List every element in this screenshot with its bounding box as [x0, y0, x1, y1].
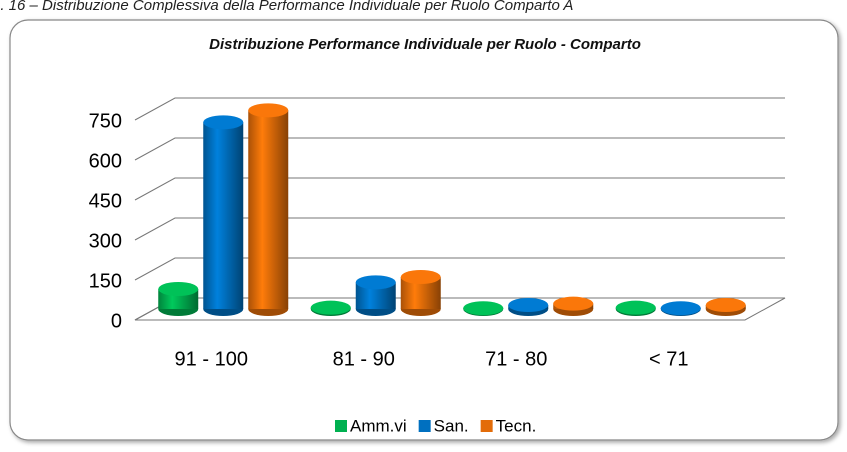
- bar: [508, 298, 549, 316]
- bar-top: [248, 103, 289, 118]
- legend-label: Amm.vi: [350, 416, 407, 435]
- y-tick-label: 750: [89, 110, 122, 132]
- bar: [355, 275, 396, 316]
- legend-swatch: [335, 420, 347, 432]
- bar: [463, 301, 504, 316]
- y-tick-label: 150: [89, 270, 122, 292]
- grid-line: [134, 217, 785, 241]
- bar: [660, 301, 701, 316]
- bar: [158, 282, 199, 316]
- bar: [248, 103, 289, 316]
- bar-body: [248, 110, 289, 309]
- bar: [310, 300, 351, 316]
- bar: [705, 298, 746, 316]
- grid-line: [134, 257, 785, 281]
- y-tick-label: 600: [89, 150, 122, 172]
- chart-frame: [9, 19, 839, 441]
- legend-swatch: [418, 420, 431, 432]
- bar-top: [203, 115, 244, 130]
- bar-top: [355, 275, 396, 290]
- bar-top: [660, 301, 701, 316]
- x-tick-label: 71 - 80: [485, 348, 547, 370]
- bar-top: [463, 301, 504, 316]
- caption: n. 16 – Distribuzione Complessiva della …: [0, 0, 573, 14]
- bar-top: [508, 298, 549, 312]
- bar-top: [310, 300, 351, 315]
- y-tick-label: 0: [111, 310, 122, 332]
- x-tick-label: 81 - 90: [333, 348, 395, 370]
- bar: [615, 300, 656, 316]
- x-tick-label: < 71: [649, 348, 688, 370]
- grid-line: [134, 137, 785, 161]
- legend-label: Tecn.: [496, 416, 537, 435]
- bar-top: [400, 270, 441, 284]
- chart-title: Distribuzione Performance Individuale pe…: [209, 36, 641, 53]
- grid-line: [134, 97, 785, 121]
- x-tick-label: 91 - 100: [175, 348, 248, 370]
- bar-top: [158, 282, 199, 296]
- bar: [400, 270, 441, 316]
- bar: [203, 115, 244, 316]
- bar-top: [553, 296, 594, 311]
- legend-swatch: [480, 420, 493, 432]
- bar-top: [615, 300, 656, 315]
- bar-top: [705, 298, 746, 312]
- legend-label: San.: [434, 416, 469, 435]
- y-tick-label: 450: [89, 190, 122, 212]
- bar-body: [203, 122, 244, 309]
- grid-line: [134, 177, 785, 201]
- bar: [553, 296, 594, 316]
- y-tick-label: 300: [89, 230, 122, 252]
